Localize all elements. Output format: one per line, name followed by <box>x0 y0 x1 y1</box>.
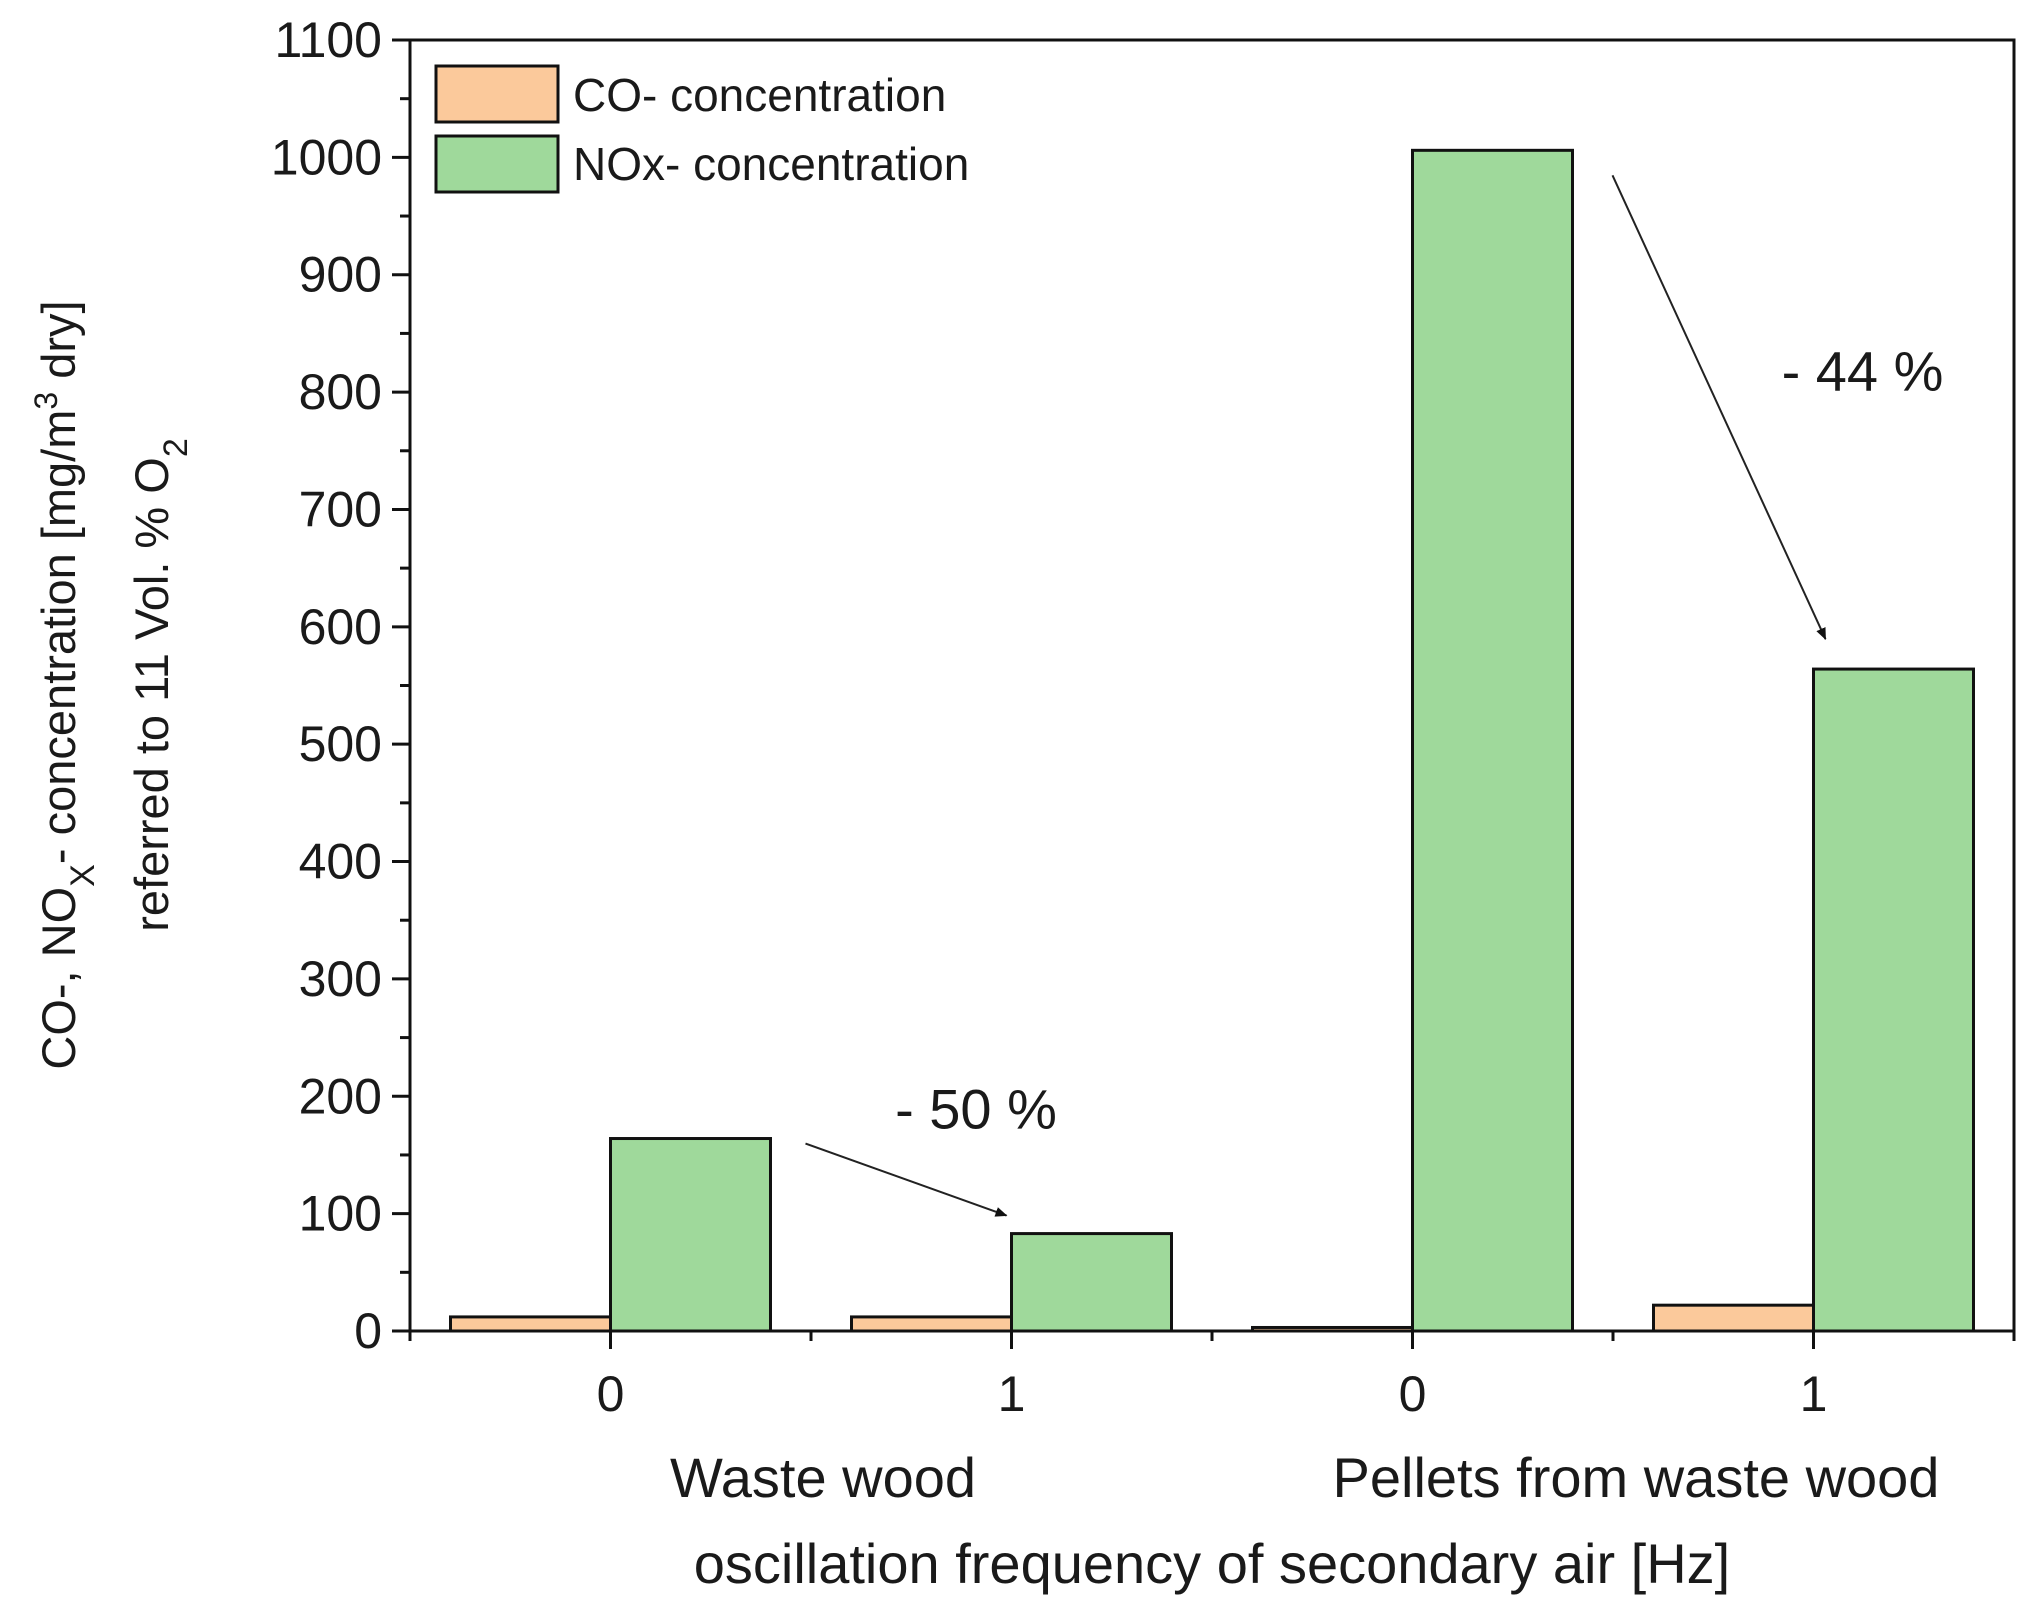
group-label-pellets: Pellets from waste wood <box>1333 1446 1940 1509</box>
legend: CO- concentration NOx- concentration <box>434 64 969 194</box>
nox-bar-1 <box>1010 1232 1173 1333</box>
bars <box>449 148 1975 1333</box>
co-bar-1 <box>850 1315 1013 1333</box>
nox-bar-3 <box>1812 667 1975 1333</box>
y-axis-label-line2: referred to 11 Vol. % O2 <box>125 438 195 932</box>
y-tick-label: 700 <box>299 481 382 537</box>
y-tick-label: 300 <box>299 951 382 1007</box>
legend-label-co: CO- concentration <box>573 69 946 121</box>
co-bar-3 <box>1652 1303 1815 1333</box>
y-tick-label: 900 <box>299 247 382 303</box>
legend-label-nox: NOx- concentration <box>573 138 969 190</box>
group-label-waste-wood: Waste wood <box>670 1446 976 1509</box>
y-tick-label: 400 <box>299 834 382 890</box>
x-tick-label: 1 <box>998 1366 1026 1422</box>
nox-bar-0 <box>609 1137 772 1333</box>
annotation-text: - 50 % <box>895 1078 1057 1141</box>
x-axis-label: oscillation frequency of secondary air [… <box>694 1532 1731 1595</box>
y-tick-label: 0 <box>354 1303 382 1359</box>
y-tick-label: 100 <box>299 1186 382 1242</box>
legend-swatch-nox <box>434 134 560 194</box>
y-tick-label: 600 <box>299 599 382 655</box>
nox-bar-2 <box>1411 148 1574 1333</box>
y-tick-label: 500 <box>299 716 382 772</box>
annotation-arrow <box>805 1142 1008 1217</box>
x-tick-label: 1 <box>1800 1366 1828 1422</box>
x-axis-ticks: 0 1 0 1 <box>408 1331 2016 1422</box>
annotation-text: - 44 % <box>1782 339 1944 402</box>
legend-swatch-co <box>434 64 560 124</box>
y-tick-label: 200 <box>299 1068 382 1124</box>
annotation-arrow <box>1611 174 1827 640</box>
x-tick-label: 0 <box>597 1366 625 1422</box>
y-tick-label: 800 <box>299 364 382 420</box>
co-bar-0 <box>449 1315 612 1333</box>
plot-frame <box>408 38 2016 1333</box>
y-tick-label: 1000 <box>271 129 382 185</box>
y-axis-ticks: 0 100 200 300 400 500 600 700 800 900 1000 1100 <box>271 12 410 1359</box>
y-tick-label: 1100 <box>274 12 382 68</box>
y-axis-label-line1: CO-, NOX- concentration [mg/m3 dry] <box>28 300 102 1069</box>
x-tick-label: 0 <box>1399 1366 1427 1422</box>
annotations: - 50 % - 44 % <box>805 174 1944 1217</box>
